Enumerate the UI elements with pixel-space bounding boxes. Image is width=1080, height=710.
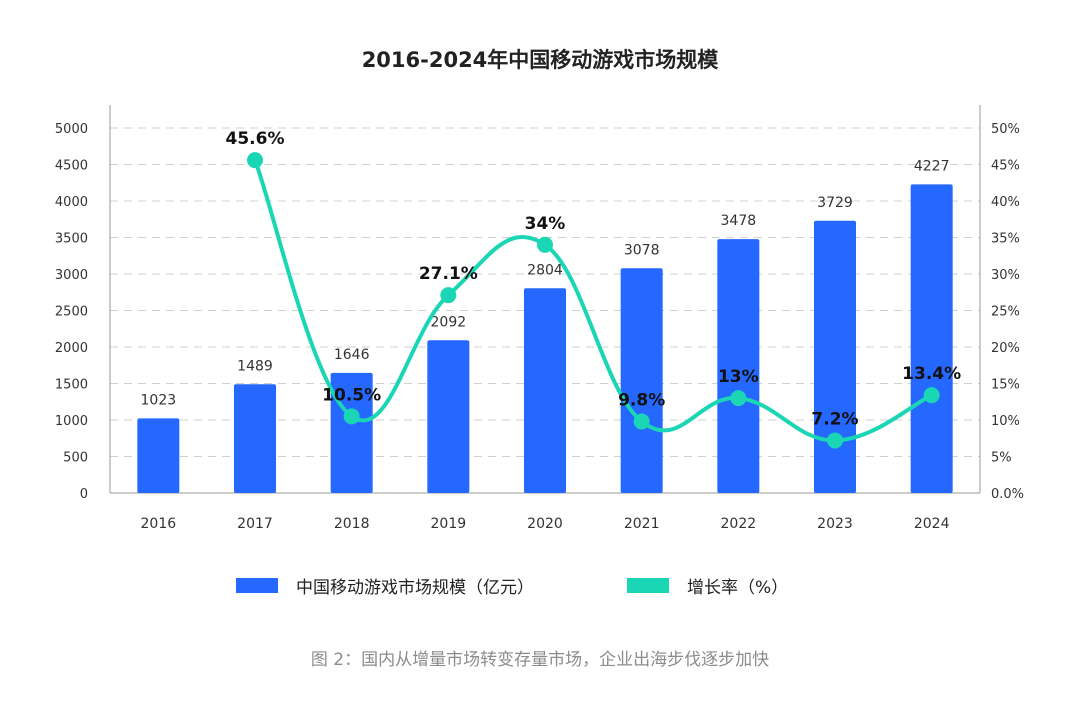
chart-title: 2016-2024年中国移动游戏市场规模 (361, 48, 719, 72)
y-tick-right: 5% (991, 451, 1012, 466)
bar-value-label: 3478 (721, 213, 757, 229)
x-tick-label: 2022 (721, 516, 757, 532)
growth-value-label: 9.8% (618, 390, 665, 410)
y-tick-left: 500 (63, 451, 88, 466)
bar (814, 220, 856, 493)
y-tick-right: 25% (991, 305, 1020, 320)
y-tick-left: 3000 (55, 268, 88, 283)
growth-value-label: 13% (718, 367, 759, 387)
bar-value-label: 1023 (141, 392, 177, 408)
growth-point (440, 287, 457, 304)
bar (524, 288, 566, 493)
bar (717, 239, 760, 493)
y-tick-left: 5000 (55, 122, 88, 137)
y-tick-left: 0 (80, 487, 88, 502)
x-tick-label: 2019 (431, 516, 467, 532)
growth-value-label: 10.5% (322, 385, 381, 405)
growth-point (247, 152, 263, 169)
y-tick-right: 10% (991, 414, 1020, 429)
bar (234, 384, 276, 493)
x-tick-label: 2016 (141, 516, 177, 532)
y-tick-right: 35% (991, 232, 1020, 247)
growth-value-label: 34% (525, 214, 566, 234)
growth-value-label: 27.1% (419, 264, 478, 284)
y-tick-left: 3500 (55, 232, 88, 247)
bar (910, 184, 953, 493)
bar-value-label: 4227 (914, 158, 950, 174)
y-tick-left: 4500 (55, 159, 88, 174)
y-tick-left: 2500 (55, 305, 88, 320)
x-tick-label: 2021 (624, 516, 660, 532)
bar (620, 268, 663, 493)
figure-caption: 图 2：国内从增量市场转变存量市场，企业出海步伐逐步加快 (310, 650, 770, 670)
y-tick-right: 20% (991, 341, 1020, 356)
legend-bar-swatch (236, 578, 278, 593)
y-tick-left: 4000 (55, 195, 88, 210)
growth-point (827, 432, 843, 449)
bar (427, 340, 470, 493)
legend-item-bar: 中国移动游戏市场规模（亿元） (236, 573, 534, 598)
bar-value-label: 3078 (624, 242, 660, 258)
y-tick-right: 50% (991, 122, 1020, 137)
x-tick-label: 2023 (817, 516, 853, 532)
bar-value-label: 2092 (431, 314, 467, 330)
growth-point (537, 236, 553, 253)
x-tick-label: 2020 (527, 516, 563, 532)
bar-value-label: 3729 (817, 195, 853, 211)
x-tick-label: 2024 (914, 516, 950, 532)
y-tick-right: 0.0% (991, 487, 1024, 502)
bar (137, 418, 180, 493)
legend-line-label: 增长率（%） (687, 578, 789, 598)
x-tick-label: 2017 (237, 516, 273, 532)
x-tick-label: 2018 (334, 516, 370, 532)
growth-value-label: 7.2% (811, 409, 858, 429)
y-tick-right: 30% (991, 268, 1020, 283)
y-tick-left: 1000 (55, 414, 88, 429)
growth-point (343, 408, 360, 425)
growth-value-label: 13.4% (902, 364, 961, 384)
y-tick-left: 1500 (55, 378, 88, 393)
growth-point (923, 387, 940, 404)
bar-value-label: 1489 (237, 358, 273, 374)
legend-bar-label: 中国移动游戏市场规模（亿元） (296, 578, 534, 598)
bar-value-label: 1646 (334, 347, 370, 363)
growth-value-label: 45.6% (226, 129, 285, 149)
chart-svg: 0 0.0% 500 5% 1000 10% 1500 15% 2000 20% 2500 25% 30… (55, 105, 1024, 532)
y-tick-right: 45% (991, 159, 1020, 174)
legend-item-line: 增长率（%） (627, 573, 788, 598)
bar-value-label: 2804 (527, 262, 563, 278)
legend-line-swatch (627, 578, 669, 593)
y-tick-left: 2000 (55, 341, 88, 356)
y-tick-right: 40% (991, 195, 1020, 210)
growth-point (633, 413, 650, 430)
y-tick-right: 15% (991, 378, 1020, 393)
growth-point (730, 390, 747, 407)
